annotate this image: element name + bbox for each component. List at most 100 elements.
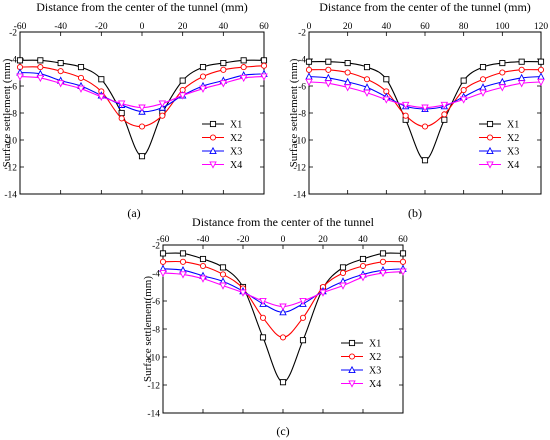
x-tick-label: 60 [259, 22, 269, 32]
series-line-x3 [308, 76, 542, 110]
data-point [299, 297, 307, 306]
data-point [259, 314, 267, 321]
chart-panel-3: Distance from the center of the tunnel -6… [142, 215, 408, 438]
data-point [37, 57, 44, 64]
legend-label: X4 [230, 160, 242, 171]
data-point [344, 60, 351, 67]
data-point [199, 275, 207, 283]
legend-marker [209, 134, 217, 141]
y-axis-label: Surface settlement(mm) [142, 276, 154, 382]
data-point [383, 76, 390, 83]
data-point [37, 64, 44, 71]
y-tick-label: -12 [293, 163, 306, 173]
data-point [199, 64, 207, 71]
chart-title: Distance from the center of the tunnel (… [36, 0, 248, 14]
data-point [279, 379, 287, 386]
legend-marker [209, 161, 217, 169]
legend-label: X2 [369, 352, 381, 363]
data-point [179, 271, 187, 279]
data-point [460, 77, 467, 84]
data-point [220, 66, 227, 73]
chart-panel-2: Distance from the center of the tunnel (… [288, 0, 548, 220]
x-tick-label: -40 [54, 22, 67, 32]
series-line-x4 [162, 271, 404, 308]
data-point [537, 78, 545, 87]
series-x1 [305, 58, 545, 164]
y-tick-label: -14 [147, 409, 160, 419]
y-tick-label: -6 [152, 297, 160, 307]
data-point [440, 101, 449, 110]
y-tick-label: -8 [152, 325, 160, 335]
x-tick-label: -40 [197, 235, 210, 245]
series-line-x1 [162, 252, 404, 383]
legend-marker [486, 120, 494, 128]
data-point [379, 258, 387, 265]
data-point [260, 57, 268, 64]
data-point [479, 64, 487, 71]
y-tick-label: -2 [298, 28, 306, 38]
legend-marker [209, 120, 217, 128]
y-tick-label: -6 [9, 82, 17, 92]
data-point [382, 96, 391, 104]
data-point [158, 100, 167, 108]
y-tick-label: -4 [152, 269, 160, 279]
data-point [498, 84, 507, 92]
x-tick-label: 40 [382, 22, 392, 32]
data-point [460, 87, 467, 94]
legend-marker [486, 161, 494, 169]
data-point [299, 337, 307, 344]
data-point [537, 66, 545, 73]
data-point [401, 101, 410, 110]
data-point [399, 258, 407, 265]
y-tick-label: -14 [4, 190, 17, 200]
data-point [299, 314, 307, 321]
legend: X1 X2 X3 X4 [202, 120, 242, 171]
data-point [339, 269, 347, 277]
data-point [279, 334, 287, 341]
data-point [479, 76, 487, 83]
data-point [259, 334, 267, 341]
data-point [421, 123, 429, 130]
series-x2 [16, 62, 268, 130]
data-point [36, 74, 45, 83]
x-tick-label: -60 [157, 235, 170, 245]
data-point [118, 109, 125, 117]
data-point [97, 93, 106, 101]
data-point [77, 64, 85, 71]
data-point [159, 269, 167, 278]
panel-label: (a) [127, 206, 140, 220]
x-tick-label: 20 [318, 235, 328, 245]
data-point [219, 282, 227, 290]
x-tick-label: -20 [237, 235, 250, 245]
x-tick-label: 60 [420, 22, 430, 32]
y-tick-label: -8 [298, 109, 306, 119]
data-point [421, 104, 429, 112]
data-point [325, 66, 332, 73]
x-tick-label: 40 [358, 235, 368, 245]
legend-label: X1 [507, 120, 519, 131]
data-point [16, 73, 24, 81]
y-tick-label: -12 [147, 381, 160, 391]
data-point [138, 153, 146, 160]
series-x4 [16, 73, 268, 112]
x-tick-label: 100 [495, 22, 510, 32]
y-tick-label: -14 [293, 190, 306, 200]
x-tick-label: 120 [534, 22, 549, 32]
data-point [305, 66, 313, 73]
x-tick-label: 20 [178, 22, 188, 32]
data-point [159, 112, 166, 119]
y-tick-label: -2 [9, 28, 17, 38]
data-point [363, 64, 371, 71]
data-point [421, 157, 429, 164]
series-line-x2 [19, 65, 265, 128]
data-point [138, 123, 146, 130]
data-point [399, 268, 407, 276]
data-point [441, 116, 448, 123]
chart-title: Distance from the center of the tunnel [192, 215, 375, 229]
data-point [179, 77, 186, 84]
legend-label: X2 [507, 133, 519, 144]
series-x4 [305, 78, 545, 112]
data-point [279, 303, 287, 311]
x-tick-label: -60 [14, 22, 27, 32]
x-tick-label: -20 [95, 22, 108, 32]
